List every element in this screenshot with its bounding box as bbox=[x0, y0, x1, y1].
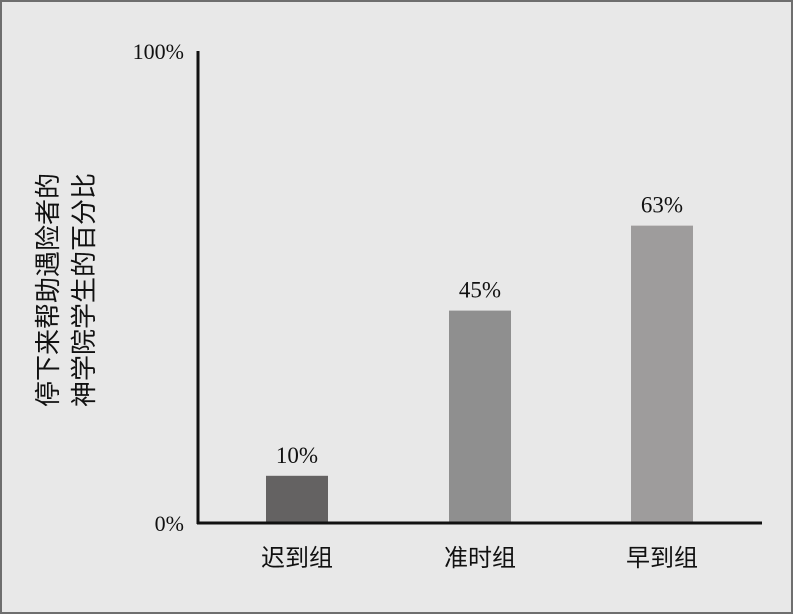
y-axis-label-line: 停下来帮助遇险者的 bbox=[34, 173, 64, 407]
bar-value-label: 10% bbox=[276, 443, 318, 468]
axes bbox=[196, 51, 762, 525]
y-tick-label: 100% bbox=[133, 39, 184, 64]
x-tick-label: 迟到组 bbox=[261, 544, 333, 572]
x-tick-label: 早到组 bbox=[626, 544, 698, 572]
x-tick-label: 准时组 bbox=[444, 544, 516, 572]
y-tick-label: 0% bbox=[155, 511, 184, 536]
y-axis-label: 停下来帮助遇险者的 神学院学生的百分比 bbox=[34, 173, 100, 407]
bar bbox=[631, 225, 693, 523]
bar-value-label: 45% bbox=[459, 278, 501, 303]
bar bbox=[266, 475, 328, 523]
bar-value-label: 63% bbox=[641, 193, 683, 218]
bar bbox=[449, 310, 511, 523]
y-axis-ticks: 0% 100% bbox=[133, 39, 184, 536]
bars: 10% 迟到组 45% 准时组 63% 早到组 bbox=[261, 193, 698, 572]
y-axis-label-line: 神学院学生的百分比 bbox=[70, 173, 100, 407]
